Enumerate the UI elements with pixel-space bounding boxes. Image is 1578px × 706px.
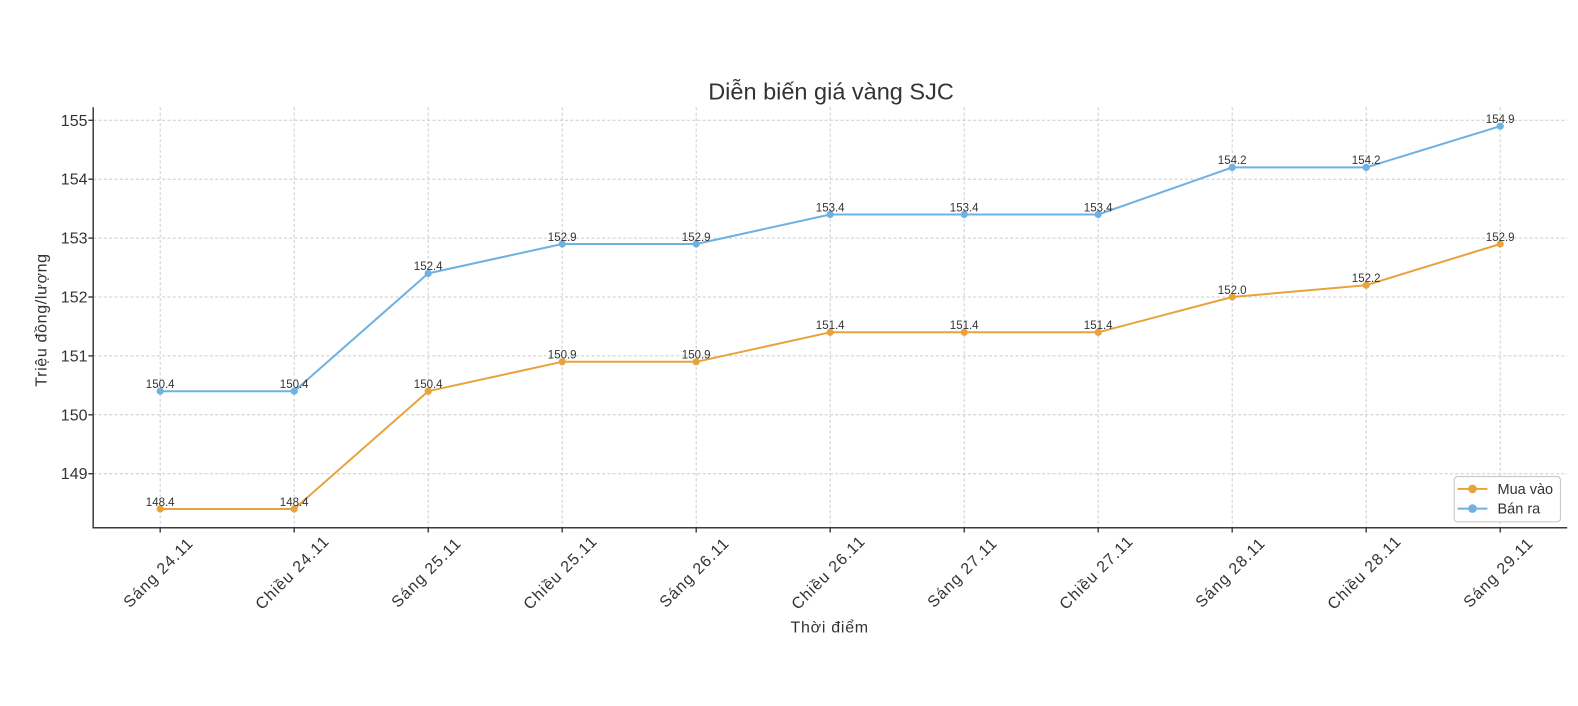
svg-text:150.4: 150.4: [414, 379, 443, 391]
svg-text:152.9: 152.9: [548, 232, 577, 244]
svg-text:Triệu đồng/lượng: Triệu đồng/lượng: [34, 253, 51, 386]
svg-text:152.9: 152.9: [682, 232, 711, 244]
svg-text:154.9: 154.9: [1486, 114, 1515, 126]
svg-text:152.2: 152.2: [1352, 273, 1381, 285]
svg-text:151.4: 151.4: [1084, 320, 1113, 332]
svg-text:150.9: 150.9: [682, 350, 711, 362]
svg-text:150: 150: [61, 407, 88, 424]
svg-text:152.4: 152.4: [414, 261, 443, 273]
svg-text:148.4: 148.4: [280, 497, 309, 509]
svg-text:153.4: 153.4: [816, 202, 845, 214]
svg-text:Diễn biến giá vàng SJC: Diễn biến giá vàng SJC: [708, 78, 954, 104]
svg-text:154.2: 154.2: [1352, 155, 1381, 167]
svg-text:153.4: 153.4: [950, 202, 979, 214]
svg-text:Thời điểm: Thời điểm: [791, 619, 869, 637]
svg-text:149: 149: [61, 466, 88, 483]
svg-text:151: 151: [61, 348, 88, 365]
svg-text:148.4: 148.4: [146, 497, 175, 509]
svg-text:Bán ra: Bán ra: [1498, 502, 1542, 518]
svg-text:152: 152: [61, 290, 88, 307]
svg-text:152.9: 152.9: [1486, 232, 1515, 244]
svg-text:150.4: 150.4: [280, 379, 309, 391]
svg-text:151.4: 151.4: [816, 320, 845, 332]
svg-text:153.4: 153.4: [1084, 202, 1113, 214]
svg-text:150.9: 150.9: [548, 350, 577, 362]
svg-text:154: 154: [61, 172, 88, 189]
svg-text:152.0: 152.0: [1218, 285, 1247, 297]
svg-text:Mua vào: Mua vào: [1498, 482, 1554, 498]
svg-text:155: 155: [61, 113, 88, 130]
svg-text:154.2: 154.2: [1218, 155, 1247, 167]
svg-text:150.4: 150.4: [146, 379, 175, 391]
svg-text:153: 153: [61, 231, 88, 248]
svg-text:151.4: 151.4: [950, 320, 979, 332]
